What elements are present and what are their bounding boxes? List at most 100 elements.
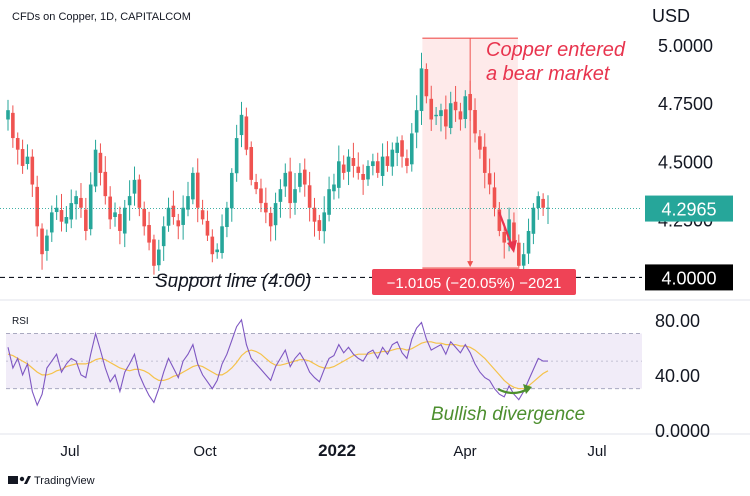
support-price-badge [645,264,733,291]
candle-body [293,189,297,203]
candle-body [492,187,497,208]
logo-mark-right [24,476,31,484]
price-tick-label: 4.7500 [658,94,713,114]
candle-body [84,209,88,231]
candle-body [137,179,142,208]
candle-body [312,207,317,222]
candle-body [395,142,399,153]
candle-body [54,207,59,213]
candle-body [482,146,487,173]
candle-body [268,212,273,227]
bear-market-annotation-line: a bear market [486,63,611,85]
candle-body [239,114,244,136]
candle-body [244,116,249,150]
logo-mark-dot [19,476,25,482]
logo-mark-left [8,476,18,484]
candle-body [195,172,200,208]
candle-body [541,198,545,208]
bear-market-highlight [422,37,518,269]
candle-body [103,171,108,197]
candle-body [127,196,132,206]
candle-body [322,212,327,232]
candle-body [341,164,346,173]
candle-body [157,249,161,266]
candle-body [463,96,468,120]
candle-body [419,68,424,112]
candle-body [118,214,122,231]
candle-body [448,103,453,129]
annotation-arrow-shaft [497,211,514,247]
candle-body [88,184,93,230]
bullish-divergence-label: Bullish divergence [431,404,585,425]
candle-body [264,202,268,213]
candle-body [546,207,550,209]
candle-body [74,196,78,205]
rsi-panel: 80.00 40.00 0.0000 Bullish divergence [6,311,710,441]
candle-body [497,209,502,231]
candle-body [307,185,312,208]
candle-body [298,172,302,187]
candle-body [405,158,409,166]
candle-body [361,173,365,180]
candle-body [205,220,210,236]
candle-body [229,172,234,209]
rsi-line [7,318,548,407]
candle-body [453,101,458,111]
candle-body [45,235,49,251]
candle-body [259,188,263,204]
candle-body [512,222,516,243]
candle-body [49,212,54,233]
bear-box-measure-arrow [467,261,474,268]
candle-body [414,110,419,133]
tradingview-logo: TradingView [8,475,95,487]
candle-body [507,219,511,241]
candle-body [288,171,292,204]
candle-body [249,147,254,180]
rsi-tick-label: 0.0000 [655,421,710,441]
candle-body [346,156,351,172]
candle-body [30,156,35,185]
time-tick-label: Apr [453,443,476,460]
current-price-badge [645,195,733,222]
candle-body [458,111,463,120]
candle-body [473,110,477,134]
candle-body [234,138,239,174]
candle-body [25,156,30,164]
candle-body [191,172,195,200]
bear-market-annotation-line: Copper entered [486,39,626,61]
y-axis-unit: USD [652,6,690,26]
candle-body [517,242,521,266]
candle-body [15,138,20,150]
candle-body [35,186,39,227]
candle-body [225,207,229,227]
support-line-label: Support line (4.00) [155,271,311,292]
annotation-arrow-head [507,240,517,253]
candle-body [20,149,25,166]
candle-body [278,189,283,202]
divergence-arrow-head [523,384,532,394]
rsi-tick-label: 80.00 [655,311,700,331]
candle-body [69,203,74,220]
candle-body [11,112,15,139]
candle-body [142,208,147,227]
candle-body [521,254,526,266]
candle-body [215,249,219,253]
candle-body [79,197,83,208]
symbol-title: CFDs on Copper, 1D, CAPITALCOM [12,11,191,23]
candle-body [375,161,380,173]
candle-body [526,230,531,254]
candle-body [113,212,117,217]
candle-body [400,140,404,157]
candle-body [152,239,156,266]
candle-body [439,110,443,117]
candle-body [171,205,176,218]
candle-body [40,228,44,255]
candle-body [478,136,482,150]
candle-body [220,226,224,254]
candle-body [176,220,181,227]
candle-body [200,210,205,220]
candle-body [122,207,127,234]
candle-body [356,166,361,173]
price-tick-label: 4.5000 [658,152,713,172]
